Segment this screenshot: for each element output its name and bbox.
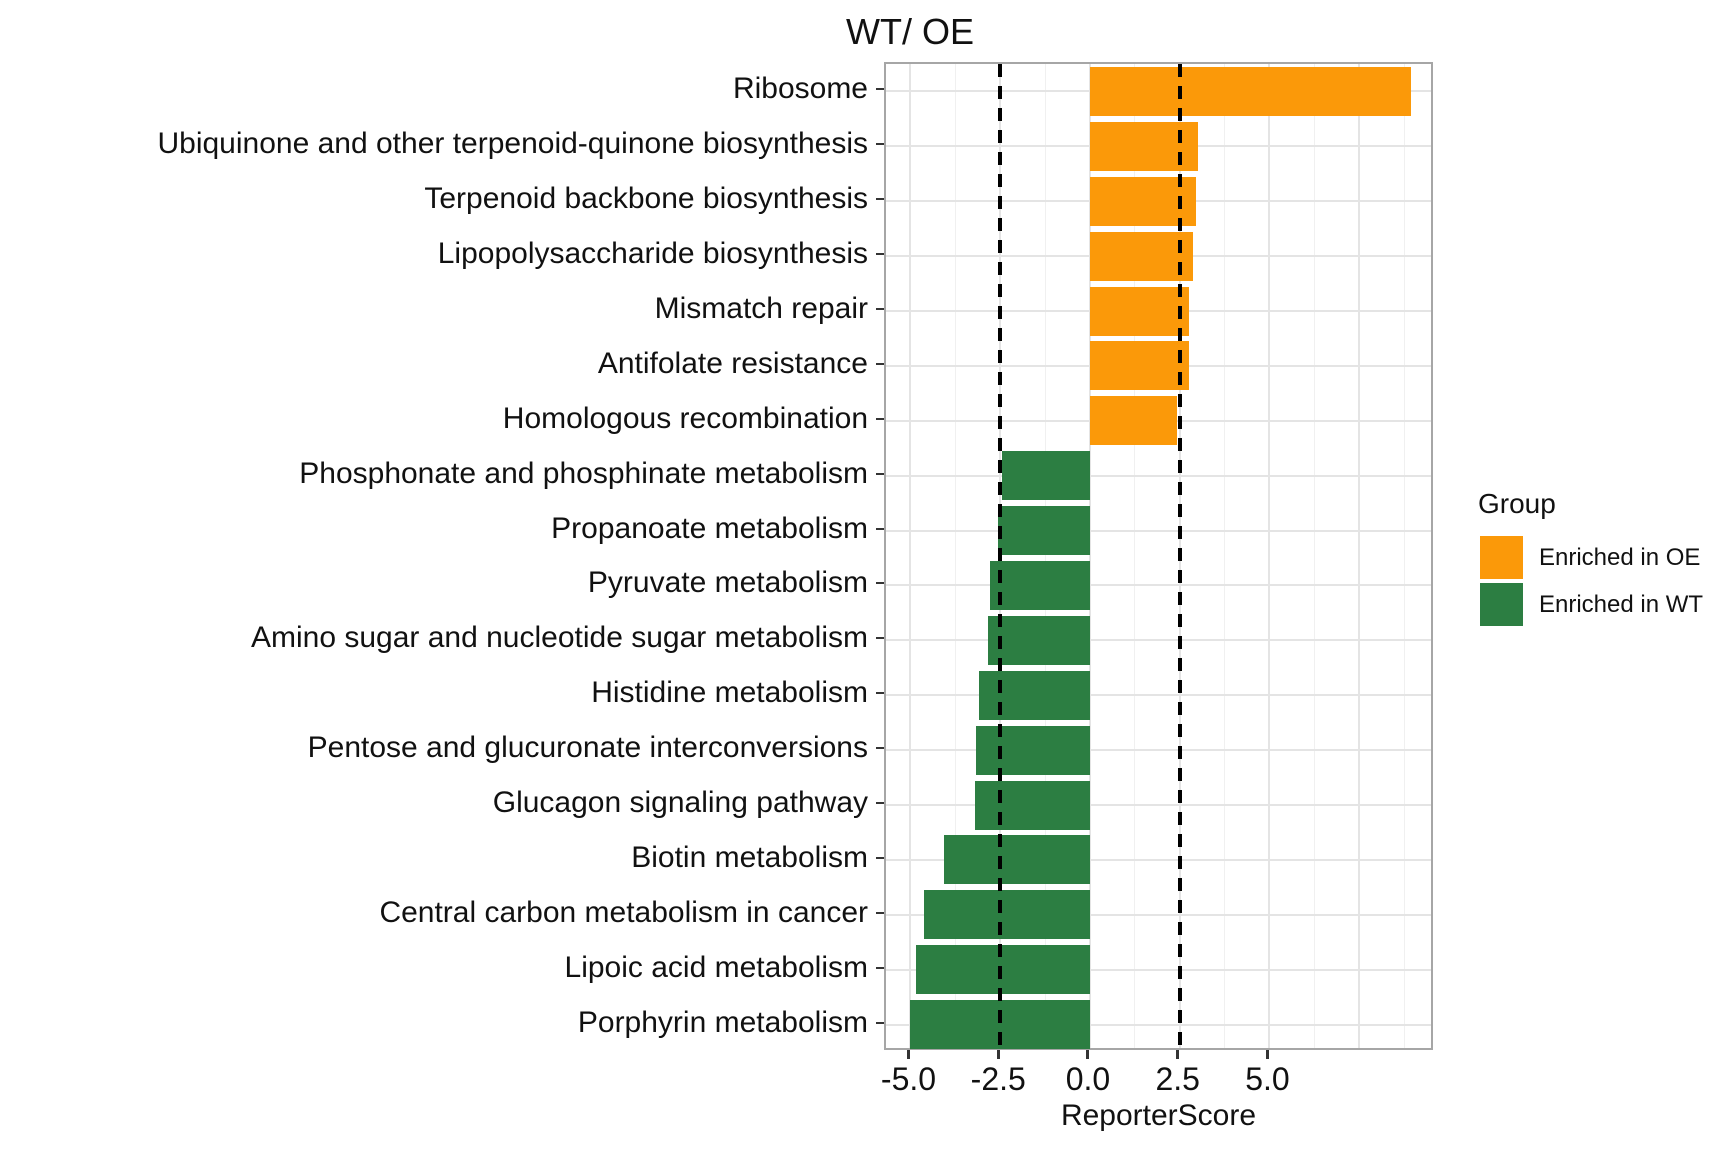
y-axis-tick: [876, 802, 884, 804]
gridline-minor-vertical: [1313, 64, 1315, 1048]
x-axis-tick-label: 2.5: [1155, 1061, 1200, 1097]
x-axis-tick-label: 5.0: [1245, 1061, 1290, 1097]
y-axis-label: Terpenoid backbone biosynthesis: [424, 182, 868, 216]
y-axis-label: Glucagon signaling pathway: [492, 786, 868, 819]
legend-swatch: [1480, 583, 1523, 626]
y-axis-tick: [876, 417, 884, 420]
gridline-minor-vertical: [1134, 64, 1136, 1048]
y-axis-label: Pentose and glucuronate interconversions: [307, 731, 868, 765]
gridline-major-vertical: [1358, 64, 1361, 1048]
gridline-minor-vertical: [954, 64, 956, 1048]
y-axis-tick: [876, 692, 884, 695]
x-axis-tick-label: -2.5: [970, 1061, 1026, 1097]
bar: [975, 725, 1090, 775]
y-axis-label: Phosphonate and phosphinate metabolism: [299, 456, 868, 490]
gridline-major-horizontal: [886, 858, 1431, 861]
y-axis-label: Central carbon metabolism in cancer: [379, 895, 868, 929]
y-axis-label: Propanoate metabolism: [551, 511, 868, 545]
bar: [924, 890, 1090, 940]
bar: [998, 506, 1090, 556]
y-axis-tick: [876, 472, 884, 475]
y-axis-tick: [876, 747, 884, 750]
gridline-minor-vertical: [1044, 64, 1046, 1048]
y-axis-tick: [876, 856, 884, 859]
gridline-major-horizontal: [886, 749, 1431, 752]
y-axis-tick: [876, 253, 884, 256]
y-axis-tick: [876, 362, 884, 365]
gridline-minor-vertical: [1403, 64, 1405, 1048]
y-axis-label: Homologous recombination: [502, 401, 868, 435]
y-axis-label: Mismatch repair: [654, 292, 868, 325]
y-axis-label: Ubiquinone and other terpenoid-quinone b…: [157, 127, 868, 161]
dashed-reference-line: [1177, 64, 1182, 1048]
bar: [989, 560, 1090, 610]
x-axis-tick-label: -5.0: [880, 1061, 937, 1097]
bar: [1089, 396, 1177, 446]
y-axis-tick: [876, 527, 884, 530]
gridline-major-horizontal: [886, 529, 1431, 532]
bar: [915, 945, 1090, 995]
legend: Group Enriched in OE Enriched in WT: [1478, 488, 1703, 630]
bar: [979, 670, 1090, 720]
gridline-major-horizontal: [886, 474, 1431, 477]
gridline-minor-vertical: [1224, 64, 1226, 1048]
x-axis-tick-label: 0.0: [1065, 1061, 1111, 1097]
chart-title: WT/ OE: [846, 11, 974, 52]
legend-entry: Enriched in OE: [1478, 536, 1700, 579]
y-axis-tick: [876, 198, 884, 201]
bar: [988, 615, 1090, 665]
y-axis-label: Ribosome: [732, 72, 868, 106]
y-axis-label: Biotin metabolism: [631, 840, 868, 874]
y-axis-tick: [876, 308, 884, 310]
y-axis-label: Antifolate resistance: [597, 346, 868, 380]
gridline-major-horizontal: [886, 1023, 1431, 1026]
y-axis-tick: [876, 911, 884, 914]
y-axis-tick: [876, 1021, 884, 1024]
gridline-major-vertical: [1268, 64, 1271, 1048]
legend-title: Group: [1478, 488, 1556, 519]
y-axis-label: Porphyrin metabolism: [577, 1005, 868, 1039]
x-axis-tick: [906, 1050, 910, 1059]
gridline-major-vertical: [909, 64, 912, 1048]
x-axis-tick: [996, 1050, 1000, 1059]
y-axis-label: Amino sugar and nucleotide sugar metabol…: [250, 621, 868, 655]
gridline-major-horizontal: [886, 694, 1431, 697]
bar: [1089, 121, 1199, 171]
bar: [974, 780, 1090, 830]
x-axis-title: ReporterScore: [1060, 1099, 1257, 1132]
y-axis-tick: [876, 88, 884, 91]
gridline-major-horizontal: [886, 913, 1431, 916]
y-axis-label: Lipopolysaccharide biosynthesis: [437, 237, 868, 271]
y-axis-label: Lipoic acid metabolism: [564, 950, 868, 984]
x-axis-tick: [1176, 1050, 1180, 1059]
plot-panel: [884, 62, 1433, 1050]
y-axis-label: Histidine metabolism: [591, 676, 868, 710]
y-axis-tick: [876, 582, 884, 585]
legend-swatch: [1480, 536, 1523, 579]
legend-entry: Enriched in WT: [1478, 583, 1703, 626]
gridline-major-vertical: [1088, 64, 1091, 1048]
bar: [1089, 66, 1411, 116]
bar: [1089, 286, 1190, 336]
bar: [943, 835, 1090, 885]
bar: [1089, 341, 1189, 391]
bar: [1089, 231, 1194, 281]
legend-label: Enriched in OE: [1539, 544, 1701, 571]
y-axis-tick: [876, 966, 884, 969]
gridline-major-horizontal: [886, 804, 1431, 806]
bar: [1002, 451, 1090, 501]
y-axis-tick: [876, 637, 884, 640]
y-axis-tick: [876, 143, 884, 146]
x-axis-tick: [1265, 1050, 1269, 1059]
dashed-reference-line: [998, 64, 1003, 1048]
gridline-major-horizontal: [886, 584, 1431, 587]
y-axis-label: Pyruvate metabolism: [587, 566, 868, 600]
gridline-major-horizontal: [886, 639, 1431, 642]
legend-label: Enriched in WT: [1539, 591, 1704, 618]
x-axis-tick: [1086, 1050, 1090, 1059]
gridline-major-horizontal: [886, 968, 1431, 971]
